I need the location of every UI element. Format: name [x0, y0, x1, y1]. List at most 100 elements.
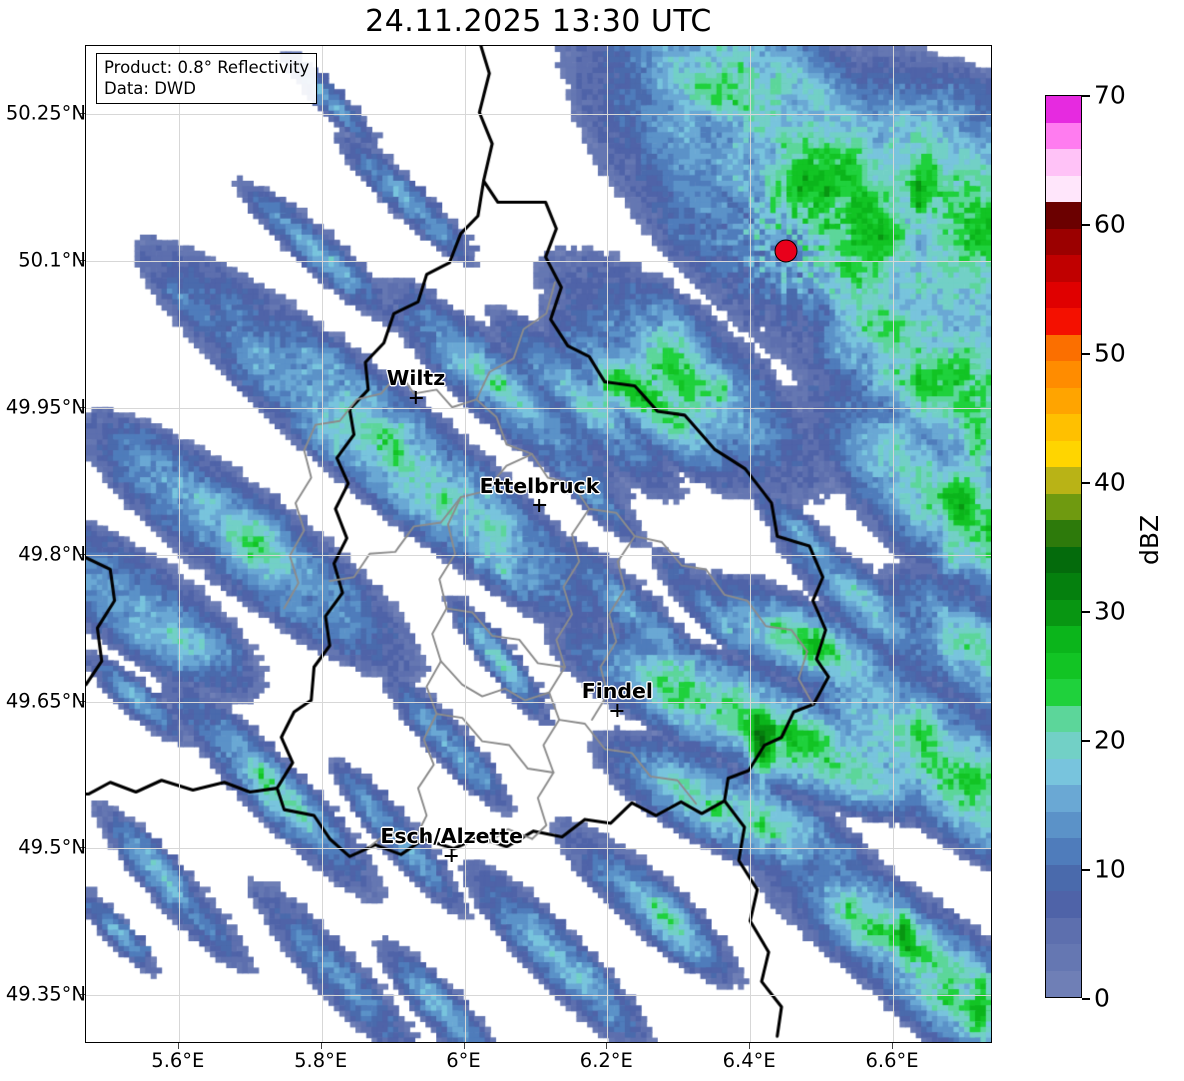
x-tick-mark — [463, 1043, 465, 1049]
y-tick-label: 50.1°N — [18, 248, 86, 272]
x-tick-mark — [320, 1043, 322, 1049]
info-product-line: Product: 0.8° Reflectivity — [104, 58, 310, 77]
colorbar-tick-mark — [1082, 95, 1090, 97]
x-tick-label: 5.8°E — [294, 1049, 348, 1072]
colorbar-tick-mark — [1082, 224, 1090, 226]
colorbar-band — [1046, 599, 1081, 626]
radar-site-icon — [774, 239, 798, 263]
city-label-ettelbruck: Ettelbruck — [480, 475, 599, 512]
y-tick-label: 49.35°N — [5, 982, 86, 1006]
city-marker-icon — [532, 498, 546, 512]
colorbar-band — [1046, 573, 1081, 600]
y-tick-mark — [79, 847, 85, 849]
colorbar-tick-mark — [1082, 353, 1090, 355]
colorbar-band — [1046, 970, 1081, 997]
gridline-horizontal — [86, 995, 991, 997]
colorbar-tick-label: 30 — [1094, 596, 1126, 626]
gridline-vertical — [750, 46, 752, 1042]
colorbar-band — [1046, 626, 1081, 653]
y-tick-mark — [79, 700, 85, 702]
colorbar-tick-label: 10 — [1094, 854, 1126, 884]
colorbar-band — [1046, 308, 1081, 335]
colorbar-band — [1046, 652, 1081, 679]
x-tick-mark — [892, 1043, 894, 1049]
colorbar-band — [1046, 811, 1081, 838]
city-marker-icon — [409, 391, 423, 405]
info-box: Product: 0.8° Reflectivity Data: DWD — [96, 53, 318, 104]
colorbar-tick-mark — [1082, 482, 1090, 484]
city-label-findel: Findel — [581, 679, 653, 718]
map-borders-layer — [86, 46, 991, 1042]
city-name: Wiltz — [386, 366, 446, 391]
colorbar-band — [1046, 122, 1081, 149]
city-marker-icon — [610, 704, 624, 718]
gridline-vertical — [464, 46, 466, 1042]
colorbar-band — [1046, 255, 1081, 282]
gridline-horizontal — [86, 261, 991, 263]
colorbar-band — [1046, 838, 1081, 865]
colorbar-band — [1046, 493, 1081, 520]
y-tick-mark — [79, 407, 85, 409]
radar-plot-area[interactable]: Wiltz Ettelbruck Findel Esch/Alzette — [85, 45, 992, 1043]
gridline-horizontal — [86, 848, 991, 850]
colorbar-tick-label: 40 — [1094, 467, 1126, 497]
colorbar-band — [1046, 387, 1081, 414]
gridline-vertical — [893, 46, 895, 1042]
x-tick-mark — [606, 1043, 608, 1049]
colorbar-band — [1046, 758, 1081, 785]
colorbar[interactable] — [1045, 95, 1082, 998]
colorbar-tick-mark — [1082, 998, 1090, 1000]
colorbar-tick-label: 0 — [1094, 983, 1110, 1013]
page-title: 24.11.2025 13:30 UTC — [365, 4, 712, 39]
y-tick-label: 49.5°N — [18, 835, 86, 859]
colorbar-band — [1046, 361, 1081, 388]
y-tick-label: 49.8°N — [18, 542, 86, 566]
colorbar-band — [1046, 281, 1081, 308]
city-name: Findel — [581, 679, 653, 704]
gridline-horizontal — [86, 408, 991, 410]
gridline-vertical — [178, 46, 180, 1042]
y-tick-mark — [79, 260, 85, 262]
x-tick-label: 6.2°E — [579, 1049, 633, 1072]
city-label-esch-alzette: Esch/Alzette — [380, 824, 523, 863]
colorbar-band — [1046, 520, 1081, 547]
x-tick-mark — [177, 1043, 179, 1049]
colorbar-tick-mark — [1082, 740, 1090, 742]
city-label-wiltz: Wiltz — [386, 366, 446, 405]
colorbar-band — [1046, 175, 1081, 202]
y-tick-mark — [79, 113, 85, 115]
colorbar-tick-mark — [1082, 869, 1090, 871]
colorbar-band — [1046, 546, 1081, 573]
colorbar-band — [1046, 679, 1081, 706]
colorbar-tick-mark — [1082, 611, 1090, 613]
colorbar-band — [1046, 944, 1081, 971]
colorbar-band — [1046, 440, 1081, 467]
y-tick-mark — [79, 994, 85, 996]
gridline-horizontal — [86, 554, 991, 556]
colorbar-band — [1046, 96, 1081, 123]
y-tick-label: 49.65°N — [5, 689, 86, 713]
colorbar-tick-label: 60 — [1094, 209, 1126, 239]
colorbar-band — [1046, 334, 1081, 361]
colorbar-band — [1046, 149, 1081, 176]
x-tick-label: 6°E — [446, 1049, 481, 1072]
gridline-vertical — [607, 46, 609, 1042]
colorbar-band — [1046, 864, 1081, 891]
colorbar-tick-label: 20 — [1094, 725, 1126, 755]
colorbar-band — [1046, 467, 1081, 494]
gridline-horizontal — [86, 701, 991, 703]
colorbar-tick-label: 50 — [1094, 338, 1126, 368]
colorbar-axis-label: dBZ — [1135, 514, 1164, 565]
city-name: Esch/Alzette — [380, 824, 523, 849]
city-marker-icon — [445, 849, 459, 863]
y-tick-label: 49.95°N — [5, 395, 86, 419]
y-tick-label: 50.25°N — [5, 101, 86, 125]
gridline-horizontal — [86, 114, 991, 116]
colorbar-band — [1046, 917, 1081, 944]
colorbar-band — [1046, 705, 1081, 732]
x-tick-label: 6.6°E — [865, 1049, 919, 1072]
colorbar-band — [1046, 228, 1081, 255]
colorbar-tick-label: 70 — [1094, 80, 1126, 110]
colorbar-band — [1046, 414, 1081, 441]
colorbar-band — [1046, 732, 1081, 759]
